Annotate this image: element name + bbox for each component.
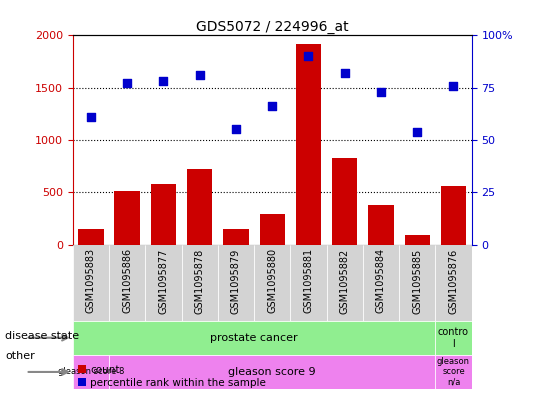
Bar: [223, 229, 248, 244]
Bar: [441, 186, 466, 244]
Bar: [78, 229, 103, 244]
Bar: [146, 244, 182, 321]
Text: GSM1095880: GSM1095880: [267, 248, 277, 314]
Text: GSM1095877: GSM1095877: [158, 248, 168, 314]
Bar: [327, 244, 363, 321]
Bar: [436, 244, 472, 321]
Point: [341, 70, 349, 76]
Text: disease state: disease state: [5, 331, 80, 341]
Bar: [436, 321, 472, 355]
Text: GSM1095879: GSM1095879: [231, 248, 241, 314]
Text: GSM1095878: GSM1095878: [195, 248, 205, 314]
Text: GSM1095885: GSM1095885: [412, 248, 422, 314]
Text: GSM1095881: GSM1095881: [303, 248, 314, 314]
Bar: [218, 244, 254, 321]
Bar: [109, 355, 436, 389]
Text: gleason
score
n/a: gleason score n/a: [437, 357, 470, 387]
Title: GDS5072 / 224996_at: GDS5072 / 224996_at: [196, 20, 349, 34]
Bar: [436, 355, 472, 389]
Point: [304, 53, 313, 59]
Bar: [109, 244, 146, 321]
Text: contro
l: contro l: [438, 327, 469, 349]
Bar: [151, 184, 176, 244]
Bar: [187, 169, 212, 244]
Bar: [254, 244, 291, 321]
Point: [449, 83, 458, 89]
Bar: [332, 158, 357, 244]
Text: other: other: [5, 351, 35, 361]
Bar: [73, 355, 109, 389]
Legend: count, percentile rank within the sample: count, percentile rank within the sample: [78, 365, 266, 388]
Point: [123, 80, 132, 86]
Bar: [73, 244, 109, 321]
Bar: [363, 244, 399, 321]
Bar: [405, 235, 430, 244]
Point: [268, 103, 277, 110]
Bar: [296, 44, 321, 244]
Point: [232, 127, 240, 133]
Point: [195, 72, 204, 78]
Bar: [259, 214, 285, 244]
Text: GSM1095882: GSM1095882: [340, 248, 350, 314]
Text: GSM1095884: GSM1095884: [376, 248, 386, 314]
Bar: [182, 244, 218, 321]
Text: prostate cancer: prostate cancer: [210, 333, 298, 343]
Bar: [399, 244, 436, 321]
Point: [413, 129, 421, 135]
Point: [377, 89, 385, 95]
Text: GSM1095883: GSM1095883: [86, 248, 96, 314]
Bar: [291, 244, 327, 321]
Text: gleason score 9: gleason score 9: [229, 367, 316, 377]
Text: GSM1095886: GSM1095886: [122, 248, 132, 314]
Bar: [368, 205, 393, 244]
Point: [87, 114, 95, 120]
Bar: [114, 191, 140, 244]
Text: gleason score 8: gleason score 8: [58, 367, 124, 376]
Text: GSM1095876: GSM1095876: [448, 248, 459, 314]
Point: [159, 78, 168, 84]
